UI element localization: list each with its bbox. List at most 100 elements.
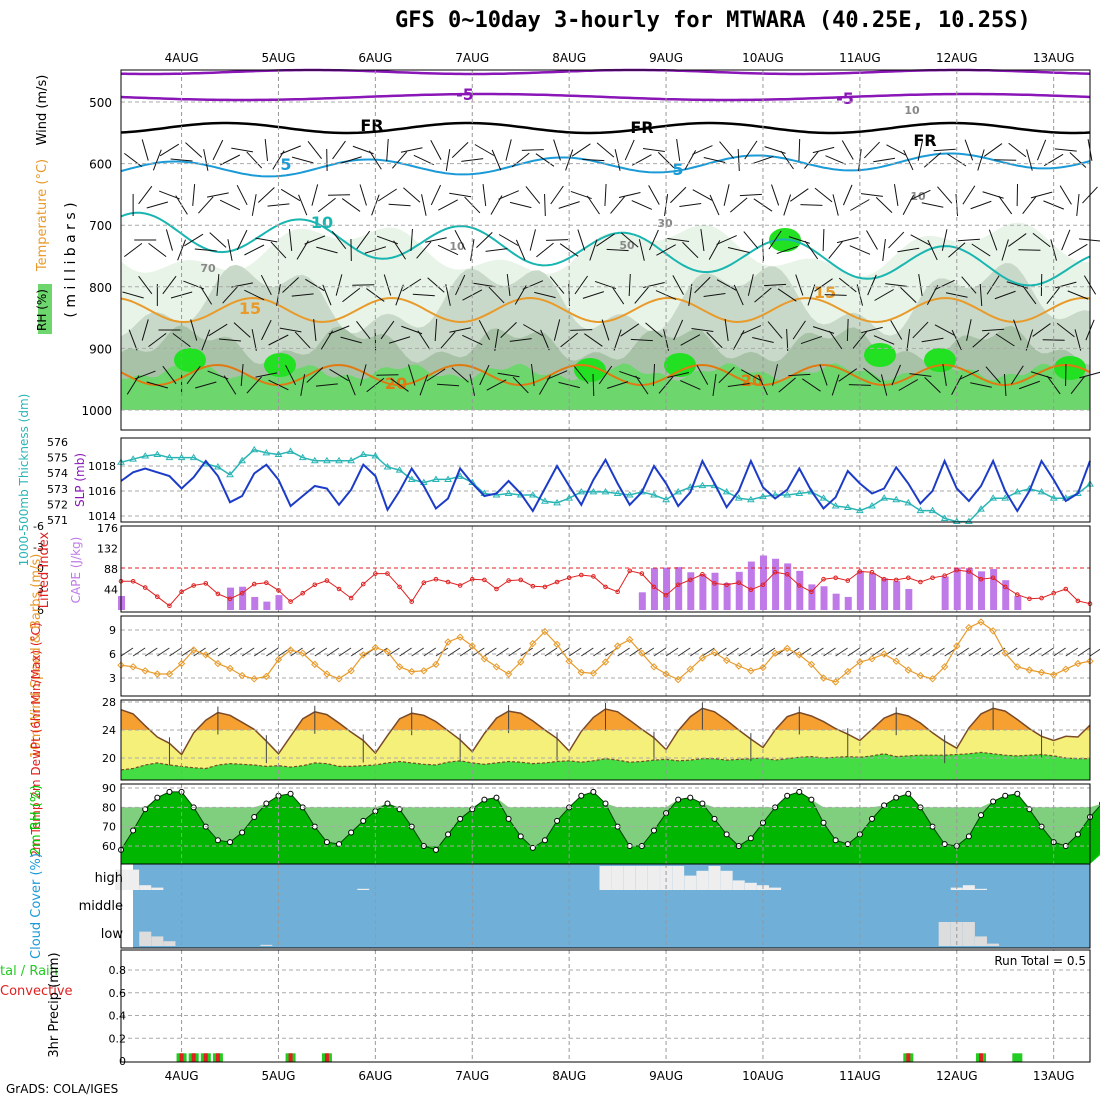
- thickness-point: [250, 445, 259, 453]
- wind-barb: [1055, 281, 1077, 289]
- wind-barb: [479, 364, 490, 386]
- wind-barb: [1061, 229, 1071, 251]
- date-label-bottom: 10AUG: [742, 1069, 784, 1083]
- li-point: [930, 575, 935, 581]
- wind-barb: [1067, 290, 1089, 300]
- wind-barb: [546, 239, 569, 241]
- wind-speed-point: [674, 675, 682, 684]
- wind-barb: [807, 284, 816, 306]
- rh-point: [687, 794, 694, 801]
- thickness-point: [928, 506, 937, 514]
- wind-barb: [500, 321, 517, 339]
- thickness-point: [541, 497, 549, 504]
- wind-barb-10m: [750, 647, 764, 657]
- li-point: [482, 577, 487, 583]
- rh-high-blob: [864, 343, 896, 367]
- date-axis: 4AUG 4AUG 5AUG 5AUG 6AUG 6AUG 7AUG 7AUG 8AUG 8AUG…: [165, 51, 1075, 1083]
- wind-barb: [1025, 329, 1034, 351]
- thickness-point: [347, 456, 356, 464]
- thickness-point: [977, 505, 985, 512]
- thickness-tick: 572: [47, 498, 68, 511]
- rh2m-axis-label: 2m RH (%): [29, 785, 44, 856]
- rh-legend-swatch: [38, 284, 52, 334]
- wind-barb: [596, 142, 615, 158]
- cloud-level-label: middle: [79, 899, 123, 914]
- wind-speed-point: [1037, 668, 1046, 677]
- wind-barb-10m: [762, 647, 776, 657]
- wind-barb: [165, 229, 173, 251]
- wind-barb: [776, 245, 798, 255]
- wind-barb: [767, 321, 783, 339]
- wind-barb: [933, 148, 956, 152]
- rh-point: [396, 806, 403, 813]
- li-point: [1051, 590, 1056, 596]
- wind-barb-10m: [1077, 647, 1091, 657]
- isotherm-freezing: [120, 121, 1091, 135]
- wind-barb: [764, 283, 787, 287]
- date-label-top: 9AUG: [649, 51, 683, 65]
- wind-speed-point: [880, 650, 888, 658]
- thickness-point: [807, 487, 816, 495]
- precip-legend-convective: Convective: [0, 984, 73, 999]
- slp-axis-label: SLP (mb): [73, 453, 87, 507]
- wind-barb: [340, 336, 362, 344]
- wind-barb: [792, 320, 806, 340]
- thickness-point: [153, 450, 162, 457]
- cape-axis-label: CAPE (J/kg): [69, 537, 83, 604]
- thickness-point: [371, 452, 380, 459]
- wind-barb: [1056, 322, 1075, 338]
- wind-tick: 9: [109, 624, 116, 637]
- wind-barb-10m: [714, 647, 727, 657]
- li-point: [494, 586, 499, 592]
- wind-speed-point: [722, 656, 731, 665]
- pressure-tick: 800: [89, 281, 112, 295]
- wind-barb: [386, 138, 389, 162]
- thickness-point: [553, 498, 561, 506]
- isotherm-10: [120, 211, 1091, 287]
- wind-barb: [692, 189, 713, 201]
- wind-barb: [918, 274, 923, 296]
- wind-barb: [134, 370, 156, 380]
- wind-barb: [875, 196, 893, 214]
- wind-barb: [680, 334, 701, 346]
- wind-barb: [264, 139, 268, 161]
- wind-speed-point: [928, 675, 937, 683]
- wind-barb: [771, 184, 780, 206]
- wind-barb: [270, 241, 287, 259]
- wind-speed-point: [432, 660, 440, 669]
- contour-label: 70: [200, 262, 216, 275]
- wind-speed-point: [831, 678, 840, 686]
- thickness-point: [335, 456, 343, 464]
- wind-barb: [244, 289, 265, 301]
- cloud-high-bar: [708, 866, 721, 890]
- rh-point: [990, 798, 997, 805]
- li-point: [1075, 598, 1081, 604]
- wind-barb: [162, 365, 177, 385]
- cloud-frame: [120, 863, 1091, 949]
- wind-barb-10m: [120, 647, 134, 657]
- wind-barb: [601, 319, 610, 341]
- wind-barb: [819, 364, 828, 386]
- li-tick: 0: [37, 562, 44, 575]
- wind-barb: [549, 276, 565, 294]
- wind-barb: [260, 274, 272, 296]
- rh-point: [590, 788, 597, 795]
- wind-barb: [509, 201, 532, 209]
- thickness-axis-label: 1000-500mb Thickness (dm): [17, 394, 31, 567]
- wind-barb: [584, 333, 603, 347]
- wind-barb: [1032, 232, 1051, 248]
- wind-barb: [356, 321, 371, 339]
- wind-barb: [691, 327, 714, 333]
- li-point: [724, 582, 729, 588]
- wind-speed-point: [1013, 663, 1022, 671]
- wind-barb: [388, 203, 411, 207]
- date-label-bottom: 11AUG: [839, 1069, 881, 1083]
- wind-barb: [727, 382, 750, 388]
- cloud-high-bar: [599, 866, 612, 890]
- rh-point: [263, 800, 270, 807]
- wind-barb: [694, 276, 711, 294]
- rh-point: [844, 841, 851, 848]
- wind-barb: [998, 195, 1013, 215]
- wind-barb: [631, 200, 653, 210]
- wind-barb-10m: [1029, 647, 1042, 657]
